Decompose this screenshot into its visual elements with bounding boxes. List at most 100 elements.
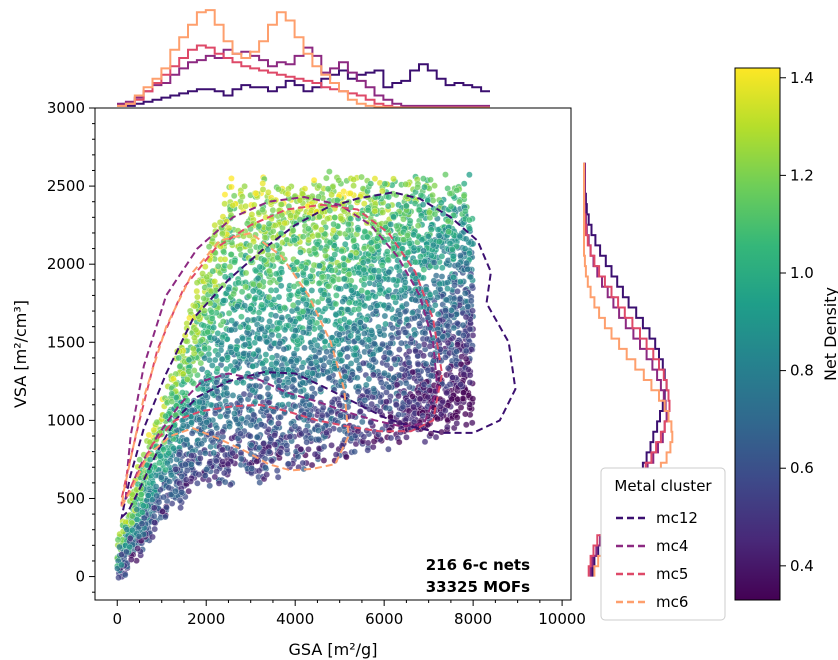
scatter-point — [186, 368, 192, 374]
scatter-point — [383, 399, 389, 405]
scatter-point — [341, 255, 347, 261]
scatter-point — [450, 375, 456, 381]
scatter-point — [285, 191, 291, 197]
scatter-point — [415, 353, 421, 359]
scatter-point — [305, 226, 311, 232]
x-tick-label: 0 — [112, 610, 122, 628]
scatter-point — [230, 291, 236, 297]
scatter-point — [347, 252, 353, 258]
scatter-point — [233, 416, 239, 422]
scatter-point — [351, 177, 357, 183]
scatter-point — [247, 242, 253, 248]
scatter-point — [366, 337, 372, 343]
scatter-point — [211, 335, 217, 341]
scatter-point — [398, 340, 404, 346]
scatter-point — [322, 306, 328, 312]
scatter-point — [462, 290, 468, 296]
scatter-point — [192, 303, 198, 309]
scatter-point — [382, 313, 388, 319]
scatter-point — [228, 251, 234, 257]
scatter-point — [193, 327, 199, 333]
scatter-point — [370, 372, 376, 378]
scatter-point — [402, 293, 408, 299]
scatter-point — [425, 394, 431, 400]
scatter-point — [387, 340, 393, 346]
scatter-point — [169, 391, 175, 397]
scatter-point — [458, 404, 464, 410]
scatter-point — [421, 341, 427, 347]
scatter-point — [300, 234, 306, 240]
scatter-point — [406, 399, 412, 405]
scatter-point — [259, 361, 265, 367]
scatter-point — [390, 294, 396, 300]
scatter-point — [465, 367, 471, 373]
scatter-point — [191, 335, 197, 341]
scatter-point — [227, 264, 233, 270]
scatter-point — [454, 342, 460, 348]
scatter-point — [305, 237, 311, 243]
scatter-point — [272, 442, 278, 448]
scatter-point — [371, 268, 377, 274]
scatter-point — [186, 357, 192, 363]
scatter-point — [211, 324, 217, 330]
scatter-point — [251, 351, 257, 357]
scatter-point — [422, 330, 428, 336]
scatter-point — [432, 211, 438, 217]
scatter-point — [146, 432, 152, 438]
scatter-point — [291, 237, 297, 243]
scatter-point — [384, 362, 390, 368]
scatter-point — [311, 347, 317, 353]
scatter-point — [212, 410, 218, 416]
scatter-point — [368, 246, 374, 252]
scatter-point — [360, 260, 366, 266]
scatter-point — [444, 297, 450, 303]
scatter-point — [406, 360, 412, 366]
scatter-point — [154, 493, 160, 499]
scatter-point — [306, 325, 312, 331]
scatter-point — [348, 333, 354, 339]
scatter-point — [305, 446, 311, 452]
scatter-point — [210, 439, 216, 445]
scatter-point — [422, 439, 428, 445]
scatter-point — [469, 308, 475, 314]
scatter-point — [127, 544, 133, 550]
scatter-point — [288, 358, 294, 364]
scatter-point — [290, 302, 296, 308]
scatter-point — [339, 357, 345, 363]
scatter-point — [214, 425, 220, 431]
top-marginal-histogram — [117, 10, 490, 108]
scatter-point — [382, 321, 388, 327]
scatter-point — [351, 244, 357, 250]
scatter-point — [366, 362, 372, 368]
scatter-point — [347, 190, 353, 196]
scatter-point — [458, 381, 464, 387]
scatter-point — [263, 351, 269, 357]
scatter-point — [180, 422, 186, 428]
scatter-point — [224, 390, 230, 396]
scatter-point — [189, 430, 195, 436]
scatter-point — [209, 309, 215, 315]
scatter-point — [266, 318, 272, 324]
scatter-point — [276, 333, 282, 339]
scatter-point — [351, 449, 357, 455]
scatter-point — [254, 434, 260, 440]
scatter-point — [423, 361, 429, 367]
scatter-point — [425, 367, 431, 373]
scatter-point — [204, 419, 210, 425]
scatter-point — [315, 436, 321, 442]
scatter-point — [463, 236, 469, 242]
scatter-point — [420, 353, 426, 359]
scatter-point — [425, 233, 431, 239]
scatter-point — [374, 243, 380, 249]
scatter-point — [405, 249, 411, 255]
scatter-point — [300, 380, 306, 386]
scatter-point — [461, 372, 467, 378]
scatter-point — [202, 355, 208, 361]
scatter-point — [436, 238, 442, 244]
scatter-point — [332, 214, 338, 220]
scatter-point — [457, 279, 463, 285]
scatter-point — [400, 404, 406, 410]
scatter-point — [406, 240, 412, 246]
legend: Metal cluster mc12 mc4 mc5 mc6 — [601, 468, 725, 620]
scatter-point — [208, 402, 214, 408]
